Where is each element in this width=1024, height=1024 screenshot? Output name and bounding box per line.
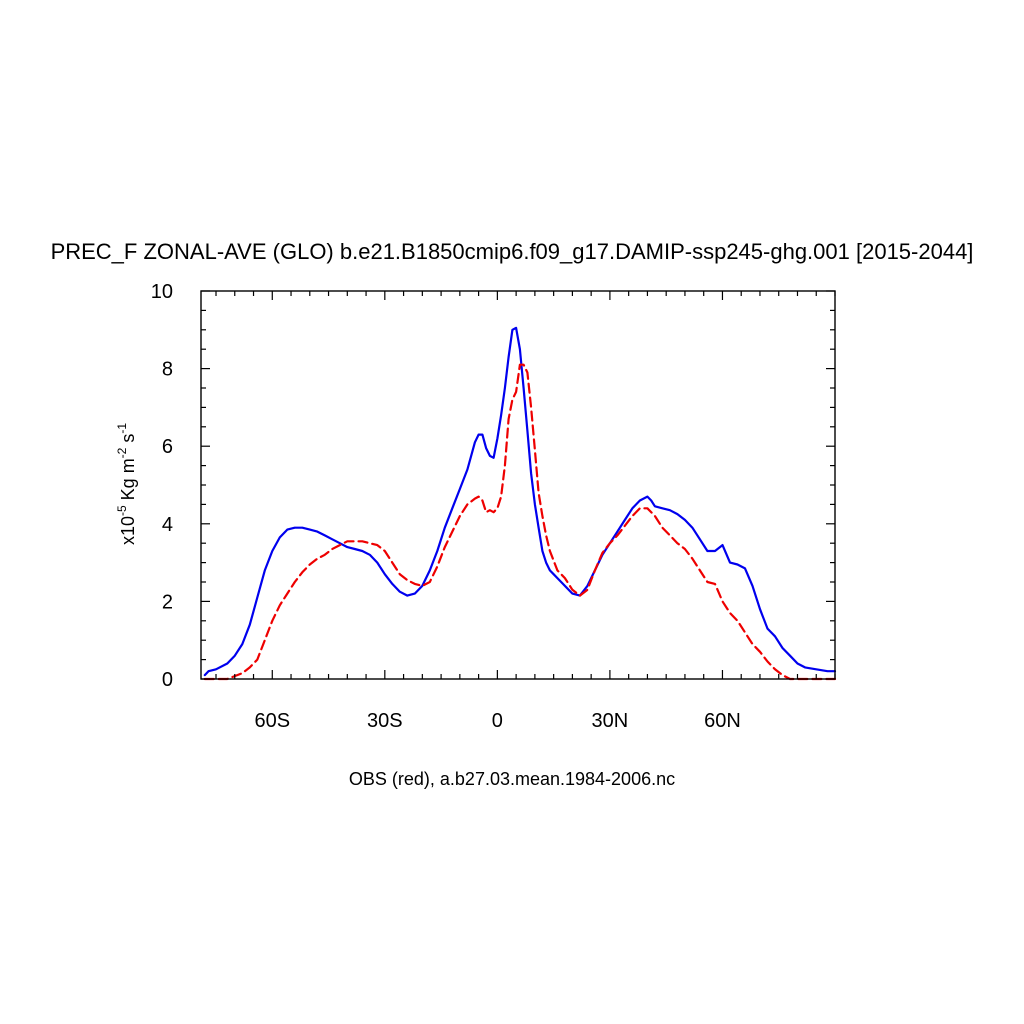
chart-title: PREC_F ZONAL-AVE (GLO) b.e21.B1850cmip6.… bbox=[51, 239, 974, 264]
x-tick-label: 60N bbox=[704, 710, 741, 732]
x-axis-ticks: 60S 30S 0 30N 60N bbox=[215, 291, 836, 732]
x-tick-label: 30S bbox=[367, 710, 403, 732]
x-axis-label: OBS (red), a.b27.03.mean.1984-2006.nc bbox=[349, 769, 675, 789]
y-tick-label: 4 bbox=[162, 514, 173, 536]
series-line-2 bbox=[203, 363, 837, 681]
x-tick-label: 30N bbox=[592, 710, 629, 732]
x-tick-label: 60S bbox=[254, 710, 290, 732]
y-tick-label: 8 bbox=[162, 359, 173, 381]
y-label-unit-1: Kg m bbox=[118, 458, 138, 505]
y-label-exponent-2: -2 bbox=[115, 447, 129, 458]
series-layer bbox=[203, 326, 837, 681]
x-tick-label: 0 bbox=[492, 710, 503, 732]
y-tick-label: 0 bbox=[162, 669, 173, 691]
y-axis-label: x10-5 Kg m-2 s-1 bbox=[115, 423, 138, 545]
y-tick-label: 2 bbox=[162, 591, 173, 613]
plot-area: 60S 30S 0 30N 60N 0 2 4 6 8 10 bbox=[151, 281, 837, 732]
y-label-exponent-1: -5 bbox=[115, 505, 129, 516]
y-label-unit-2: s bbox=[118, 434, 138, 448]
y-label-exponent-3: -1 bbox=[115, 423, 129, 434]
series-line-1 bbox=[203, 326, 837, 677]
y-tick-label: 10 bbox=[151, 281, 173, 303]
y-tick-label: 6 bbox=[162, 436, 173, 458]
y-label-prefix: x10 bbox=[118, 516, 138, 545]
y-axis-ticks: 0 2 4 6 8 10 bbox=[151, 281, 835, 691]
